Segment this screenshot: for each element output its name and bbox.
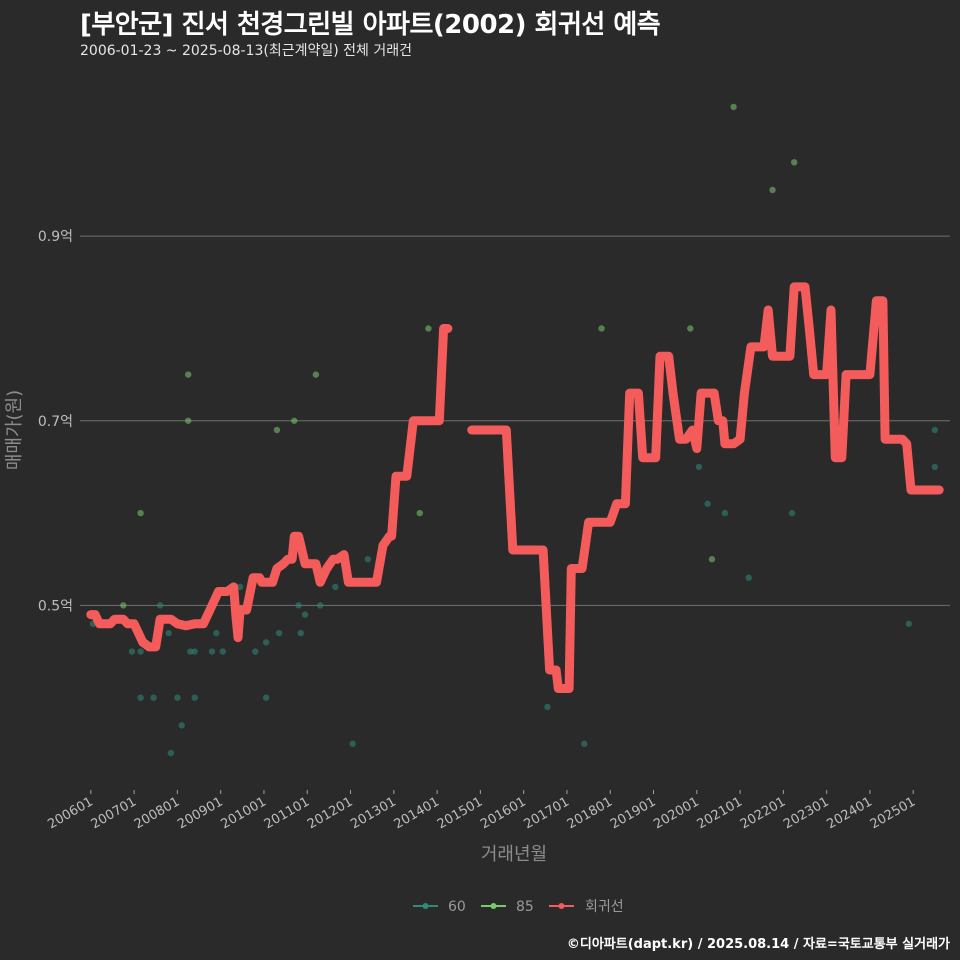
data-point-60 — [252, 648, 259, 655]
x-tick-label: 202501 — [868, 794, 918, 832]
data-point-85 — [687, 325, 694, 332]
data-point-60 — [167, 749, 175, 757]
data-point-60 — [178, 722, 185, 729]
x-tick-label: 202301 — [781, 794, 831, 832]
source-caption: ©디아파트(dapt.kr) / 2025.08.14 / 자료=국토교통부 실… — [566, 937, 950, 952]
chart-title: [부안군] 진서 천경그린빌 아파트(2002) 회귀선 예측 — [80, 10, 661, 40]
data-point-85 — [598, 325, 605, 332]
chart-subtitle: 2006-01-23 ~ 2025-08-13(최근계약일) 전체 거래건 — [80, 43, 412, 59]
x-tick-label: 202001 — [651, 794, 701, 832]
y-tick-label: 0.5억 — [38, 598, 73, 614]
data-point-85 — [790, 159, 798, 166]
data-point-60 — [931, 463, 939, 471]
data-point-60 — [581, 740, 588, 748]
data-point-85 — [730, 103, 737, 111]
data-point-60 — [156, 602, 164, 609]
legend-label-60: 60 — [448, 899, 466, 915]
data-point-85 — [416, 509, 423, 517]
legend-item-60[interactable]: 60 — [413, 899, 466, 915]
x-tick-label: 201801 — [565, 794, 615, 832]
legend-item-regression[interactable]: 회귀선 — [549, 899, 624, 915]
data-point-60 — [236, 583, 244, 591]
data-point-60 — [695, 463, 703, 471]
x-tick-label: 202101 — [695, 794, 745, 832]
data-point-60 — [931, 426, 939, 434]
regression-segment — [86, 324, 453, 652]
data-point-60 — [317, 602, 324, 609]
data-point-60 — [704, 500, 711, 508]
data-point-60 — [219, 648, 227, 655]
x-tick-label: 201101 — [262, 794, 312, 832]
data-point-60 — [137, 694, 144, 701]
data-point-85 — [137, 509, 144, 517]
x-tick-label: 201401 — [392, 794, 442, 832]
grid-layer: 0.5억 0.7억 0.9억 — [38, 229, 950, 614]
x-tick-label: 200901 — [175, 794, 225, 832]
data-point-60 — [788, 509, 796, 517]
y-tick-label: 0.9억 — [38, 229, 73, 245]
data-point-60 — [165, 629, 172, 637]
data-point-85 — [185, 417, 192, 424]
data-point-60 — [174, 694, 181, 701]
data-point-60 — [301, 611, 309, 618]
y-tick-label: 0.7억 — [38, 414, 73, 430]
series-85-points — [120, 103, 798, 609]
data-point-60 — [544, 703, 551, 711]
x-tick-label: 201501 — [435, 794, 485, 832]
data-point-60 — [349, 740, 356, 748]
data-point-60 — [137, 648, 144, 655]
data-point-60 — [213, 629, 220, 637]
legend-label-regression: 회귀선 — [585, 899, 624, 915]
data-point-85 — [708, 556, 716, 563]
data-point-60 — [745, 574, 752, 581]
data-point-60 — [297, 629, 304, 637]
x-tick-label: 200701 — [89, 794, 139, 832]
x-tick-label: 200601 — [45, 794, 95, 832]
data-point-60 — [208, 648, 216, 655]
x-tick-label: 201201 — [305, 794, 355, 832]
data-point-60 — [150, 694, 157, 701]
legend-item-85[interactable]: 85 — [481, 899, 534, 915]
data-point-85 — [185, 371, 192, 378]
data-point-60 — [721, 509, 729, 517]
x-tick-label: 202201 — [738, 794, 788, 832]
data-point-85 — [312, 371, 320, 378]
data-point-60 — [128, 648, 136, 655]
data-point-60 — [364, 556, 372, 563]
regression-line — [86, 282, 944, 693]
regression-segment — [467, 282, 944, 693]
data-point-85 — [120, 602, 127, 609]
data-point-60 — [905, 620, 913, 628]
data-point-60 — [191, 648, 198, 655]
x-tick-label: 202401 — [824, 794, 874, 832]
x-axis-ticks: 2006012007012008012009012010012011012012… — [45, 790, 918, 832]
series-60-points — [89, 426, 939, 757]
legend-label-85: 85 — [516, 899, 534, 915]
x-axis-title: 거래년월 — [481, 844, 547, 865]
data-point-60 — [295, 602, 302, 609]
x-tick-label: 201701 — [521, 794, 571, 832]
data-point-60 — [332, 583, 339, 591]
legend[interactable]: 60 85 회귀선 — [413, 899, 624, 915]
data-point-85 — [291, 417, 298, 424]
data-point-60 — [262, 694, 270, 701]
x-tick-label: 201001 — [218, 794, 268, 832]
x-tick-label: 200801 — [132, 794, 182, 832]
data-point-60 — [191, 694, 198, 701]
y-axis-title: 매매가(원) — [4, 390, 25, 470]
data-point-85 — [769, 186, 776, 194]
data-point-60 — [275, 629, 283, 637]
data-point-85 — [273, 426, 281, 434]
x-tick-label: 201901 — [608, 794, 658, 832]
data-point-85 — [425, 325, 432, 332]
x-tick-label: 201601 — [478, 794, 528, 832]
x-tick-label: 201301 — [348, 794, 398, 832]
data-point-60 — [262, 639, 270, 646]
